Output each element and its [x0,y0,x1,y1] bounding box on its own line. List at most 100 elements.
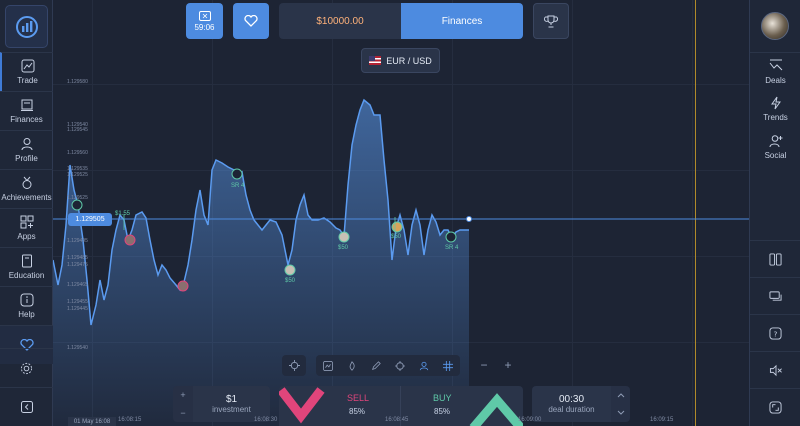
user-icon [21,138,32,151]
crosshair-tool[interactable] [282,355,306,376]
y-axis-label: 1.129455 [67,299,88,305]
minus-icon: − [480,358,488,372]
zoom-in-button[interactable]: + [498,355,518,375]
sidebar-item-deals[interactable]: Deals [750,52,800,90]
investment-value: $1 [225,394,238,405]
asset-name: EUR / USD [386,55,432,66]
grid-line [692,0,693,426]
grid-line [332,0,333,426]
avatar[interactable] [761,12,789,40]
layout-button[interactable] [750,240,800,277]
buy-button[interactable]: BUY 85% [400,386,523,426]
trade-marker[interactable] [71,168,457,292]
current-price-tag: 1.129505 [68,213,112,226]
target-tool[interactable] [388,355,412,376]
marker-label: $1.55 [115,211,131,217]
sidebar-item-label: Profile [15,154,38,163]
duration-value: 00:30 [558,394,585,405]
chat-button[interactable] [750,277,800,314]
target-icon [395,360,405,371]
trade-chart-icon [21,59,34,73]
trophy-icon [544,15,558,27]
help-button[interactable]: ? [750,314,800,351]
favorites-button[interactable] [0,325,53,364]
y-axis-label: 1.129560 [67,150,88,156]
zoom-out-button[interactable]: − [474,355,494,375]
sidebar-item-trade[interactable]: Trade [0,52,53,91]
draw-tool[interactable] [364,355,388,376]
collapse-sidebar-button[interactable] [0,387,53,426]
sidebar-item-apps[interactable]: Apps [0,208,53,247]
sidebar-item-finances[interactable]: Finances [0,91,53,130]
sidebar-item-help[interactable]: Help [0,286,53,325]
investment-decrease-button[interactable]: − [180,408,186,418]
fullscreen-button[interactable] [750,388,800,425]
x-axis-label: 16:08:30 [254,417,278,423]
balance-display[interactable]: $10000.00 [279,3,401,39]
sidebar-item-label: Education [8,271,45,280]
y-axis-label: 1.129525 [67,172,88,178]
y-axis-label: 1.129495 [67,238,88,244]
sidebar-item-education[interactable]: Education [0,247,53,286]
x-axis-label: 16:08:15 [118,417,142,423]
sound-button[interactable] [750,351,800,388]
y-axis-label: 1.129535 [67,166,88,172]
settings-button[interactable] [0,348,53,388]
marker-label: $50 [338,245,349,251]
heart-icon [19,339,34,351]
finances-button[interactable]: Finances [401,3,523,39]
grid-icon [443,360,453,371]
mute-icon [769,364,782,376]
tournaments-button[interactable] [533,3,569,39]
sidebar-item-label: Apps [17,232,36,241]
sell-button[interactable]: SELL 85% [279,386,400,426]
info-icon [20,293,33,307]
user-icon [419,361,429,370]
chevron-down-icon[interactable] [617,410,625,416]
buy-percent: 85% [434,407,451,416]
sidebar-item-label: Deals [765,75,786,85]
timer-button[interactable]: 59:06 [186,3,223,39]
sidebar-item-achievements[interactable]: Achievements [0,169,53,208]
sidebar-item-label: Help [18,310,35,319]
plus-icon: + [504,358,512,372]
sidebar-item-label: Trends [763,113,788,122]
favorite-button[interactable] [233,3,269,39]
sidebar-item-trends[interactable]: Trends [750,90,800,128]
indicators-tool[interactable] [340,355,364,376]
sidebar-item-label: Trade [17,76,38,85]
duration-field[interactable]: 00:30 deal duration [532,386,611,422]
chart-type-tool[interactable] [316,355,340,376]
svg-text:?: ? [774,329,778,338]
crosshair-icon [288,360,300,371]
grid-line [53,170,749,171]
investment-field[interactable]: $1 investment [193,386,270,422]
y-axis-label: 1.129445 [67,306,88,312]
left-sidebar: Trade Finances Profile Achievements Apps… [0,0,53,426]
y-axis-label: 1.129525 [67,195,88,201]
logo[interactable] [5,5,48,48]
investment-increase-button[interactable]: + [180,390,186,400]
price-area-fill [53,100,469,426]
sidebar-item-label: Finances [10,115,43,124]
sidebar-item-label: Achievements [1,193,52,202]
y-axis-label: 1.129540 [67,345,88,351]
sidebar-item-profile[interactable]: Profile [0,130,53,169]
sidebar-item-social[interactable]: Social [750,128,800,166]
flag-icon-markers [123,214,396,232]
chevron-up-icon[interactable] [617,392,625,398]
heart-icon [244,15,258,27]
buy-label: BUY [433,393,452,403]
fullscreen-icon [769,400,782,414]
grid-line [53,84,749,85]
timer-text: 59:06 [194,22,215,32]
sell-label: SELL [347,393,370,403]
asset-selector[interactable]: EUR / USD [361,48,440,73]
chevron-left-icon [20,401,33,413]
marker-label: $50 [391,234,402,240]
grid-line [572,0,573,426]
traders-tool[interactable] [412,355,436,376]
grid-tool[interactable] [436,355,460,376]
book-icon [21,254,32,268]
